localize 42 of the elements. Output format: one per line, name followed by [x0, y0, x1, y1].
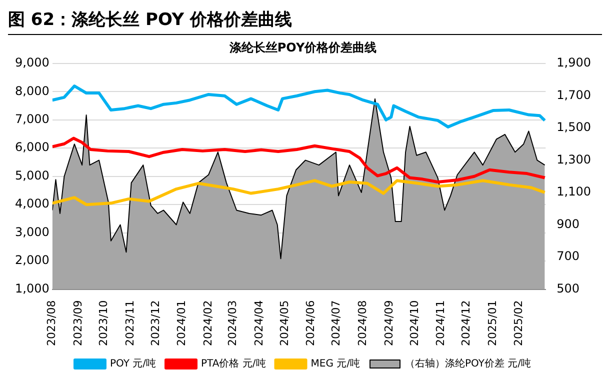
chart-title: 图 62：涤纶长丝 POY 价格价差曲线 — [8, 8, 602, 35]
x-tick-label: 2024/04 — [252, 300, 266, 346]
x-tick-label: 2024/03 — [226, 300, 240, 346]
x-tick-label: 2025/01 — [486, 300, 499, 346]
x-tick-label: 2024/08 — [356, 300, 369, 346]
x-tick-label: 2025/02 — [512, 300, 526, 346]
y2-tick-label: 700 — [556, 249, 580, 264]
y-tick-label: 8,000 — [14, 84, 50, 98]
legend-label: （右轴）涤纶POY价差 元/吨 — [404, 358, 532, 370]
legend-label: POY 元/吨 — [110, 358, 156, 370]
x-tick-label: 2024/10 — [408, 300, 421, 346]
x-tick-label: 2024/01 — [175, 300, 188, 346]
y2-tick-label: 1,900 — [556, 56, 592, 70]
legend-label: PTA价格 元/吨 — [201, 358, 266, 370]
y2-tick-label: 1,700 — [556, 88, 592, 102]
legend-label: MEG 元/吨 — [310, 358, 360, 370]
x-tick-label: 2024/07 — [330, 300, 343, 346]
y-tick-label: 3,000 — [14, 224, 50, 239]
x-tick-label: 2023/08 — [45, 300, 58, 346]
x-tick-label: 2024/09 — [382, 300, 396, 346]
chart-subtitle: 涤纶长丝POY价格价差曲线 — [228, 40, 377, 54]
y-tick-label: 7,000 — [14, 112, 50, 126]
y-tick-label: 9,000 — [14, 56, 50, 70]
x-tick-label: 2023/11 — [123, 300, 136, 346]
y-tick-label: 2,000 — [14, 253, 50, 268]
y2-tick-label: 900 — [556, 216, 580, 231]
x-tick-label: 2024/02 — [201, 300, 214, 346]
x-tick-label: 2023/12 — [148, 300, 162, 346]
y-tick-label: 1,000 — [14, 281, 50, 296]
y2-tick-label: 1,500 — [556, 120, 592, 134]
y-tick-label: 4,000 — [14, 196, 50, 211]
y2-tick-label: 1,300 — [556, 152, 592, 166]
x-tick-label: 2023/09 — [72, 300, 85, 346]
x-tick-label: 2024/11 — [434, 300, 448, 346]
x-tick-label: 2024/12 — [460, 300, 473, 346]
y-tick-label: 6,000 — [14, 140, 50, 154]
y-tick-label: 5,000 — [14, 168, 50, 182]
x-tick-label: 2024/05 — [278, 300, 291, 346]
y2-tick-label: 1,100 — [556, 184, 592, 199]
x-tick-label: 2024/06 — [304, 300, 318, 346]
x-tick-label: 2023/10 — [97, 300, 110, 346]
y2-tick-label: 500 — [556, 281, 580, 296]
